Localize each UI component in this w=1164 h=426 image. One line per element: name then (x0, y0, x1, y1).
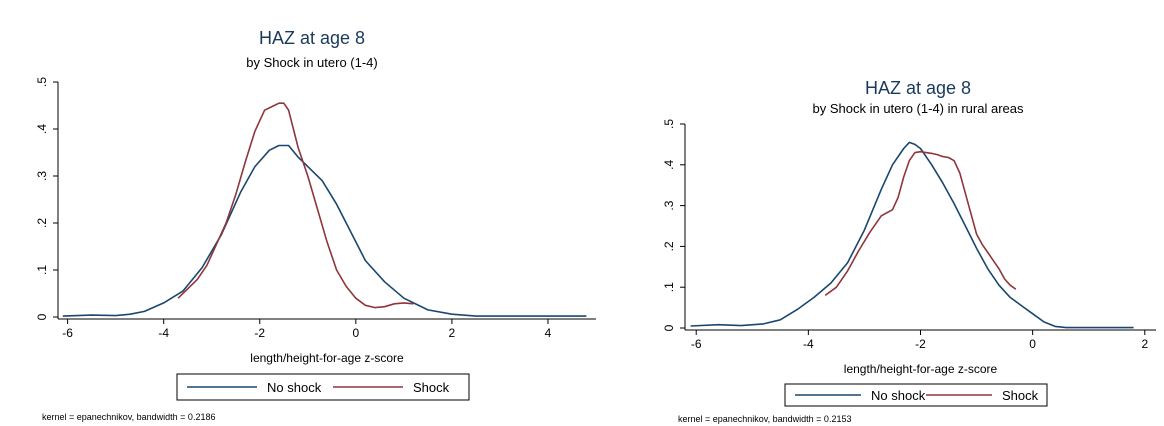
chart-1-x-tick-label: -4 (803, 337, 814, 351)
chart-0-x-tick-label: -6 (62, 326, 73, 340)
chart-0-legend-label-0: No shock (267, 380, 322, 395)
chart-0-x-tick-label: 2 (449, 326, 456, 340)
chart-0-y-tick-label: 0 (35, 313, 49, 320)
chart-1-x-tick-label: 2 (1141, 337, 1148, 351)
chart-1-subtitle: by Shock in utero (1-4) in rural areas (813, 101, 1024, 116)
chart-1-legend-label-0: No shock (871, 388, 926, 403)
chart-0-series-line-1 (177, 102, 414, 309)
chart-0-y-tick-label: .4 (35, 124, 49, 134)
chart-1-legend-label-1: Shock (1002, 388, 1039, 403)
chart-0-y-tick-label: .3 (35, 171, 49, 181)
chart-1-series-line-0 (690, 141, 1134, 329)
chart-1-y-tick-label: .3 (662, 200, 676, 210)
chart-0-series-line-0 (62, 144, 587, 317)
chart-0-y-tick-label: .1 (35, 265, 49, 275)
chart-0-title: HAZ at age 8 (259, 28, 365, 48)
chart-1-y-tick-label: .1 (662, 282, 676, 292)
chart-0-y-tick-label: .5 (35, 77, 49, 87)
chart-0-x-axis-label: length/height-for-age z-score (250, 351, 404, 365)
chart-panel-left: HAZ at age 8 by Shock in utero (1-4) 0 .1 .2… (35, 28, 596, 422)
chart-right-svg: HAZ at age 8 by Shock in utero (1-4) in r… (662, 78, 1156, 424)
chart-1-series-line-1 (824, 150, 1017, 297)
chart-1-x-tick-label: -6 (691, 337, 702, 351)
chart-1-x-tick-label: -2 (915, 337, 926, 351)
chart-1-x-tick-label: 0 (1029, 337, 1036, 351)
chart-0-x-tick-label: 4 (545, 326, 552, 340)
chart-0-legend-label-1: Shock (413, 380, 450, 395)
chart-1-note: kernel = epanechnikov, bandwidth = 0.215… (678, 414, 851, 424)
chart-1-y-tick-label: 0 (662, 324, 676, 331)
chart-1-y-tick-label: .2 (662, 241, 676, 251)
chart-0-y-tick-label: .2 (35, 218, 49, 228)
chart-1-legend-box (784, 383, 1048, 407)
chart-0-subtitle: by Shock in utero (1-4) (246, 55, 378, 70)
chart-1-y-tick-label: .4 (662, 159, 676, 169)
chart-0-note: kernel = epanechnikov, bandwidth = 0.218… (42, 412, 215, 422)
chart-1-x-axis-label: length/height-for-age z-score (844, 362, 998, 376)
chart-0-x-tick-label: -2 (254, 326, 265, 340)
chart-panel-right: HAZ at age 8 by Shock in utero (1-4) in r… (618, 58, 1164, 426)
chart-left-svg: HAZ at age 8 by Shock in utero (1-4) 0 .1 .2… (35, 28, 596, 422)
chart-0-x-tick-label: -4 (158, 326, 169, 340)
chart-1-y-tick-label: .5 (662, 119, 676, 129)
chart-0-x-tick-label: 0 (352, 326, 359, 340)
chart-1-title: HAZ at age 8 (865, 78, 971, 98)
